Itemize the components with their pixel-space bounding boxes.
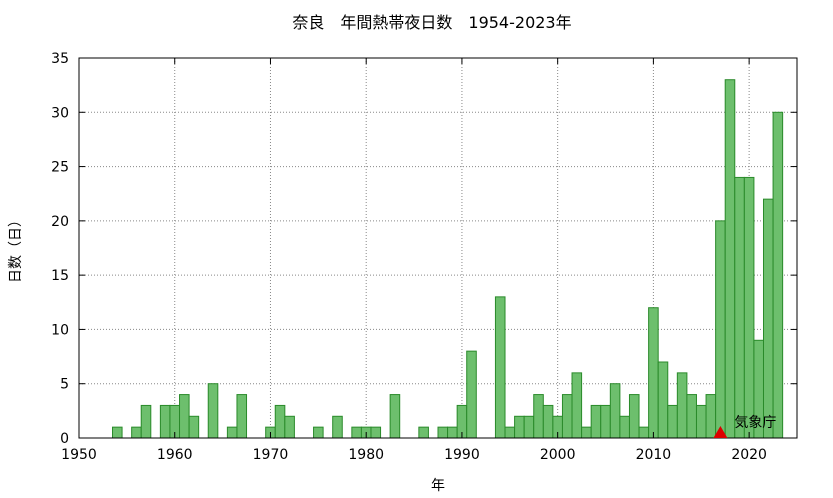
bar-2012 [667, 404, 678, 439]
y-tick-label: 10 [51, 322, 69, 338]
bar-1956 [131, 426, 142, 439]
y-ticks: 0 5 10 15 20 25 30 35 [51, 51, 797, 447]
bar-2011 [657, 361, 669, 439]
grid [79, 58, 797, 438]
bar-2022 [762, 198, 774, 439]
y-tick-label: 15 [51, 268, 69, 284]
bar-1966 [226, 426, 238, 439]
annotation-label: 気象庁 [734, 415, 776, 431]
x-tick-label: 2010 [636, 447, 672, 463]
bar-1983 [389, 394, 401, 439]
bar-1964 [207, 383, 219, 439]
bar-1997 [523, 415, 535, 439]
bar-2001 [561, 394, 573, 439]
bar-2023 [772, 111, 784, 439]
bar-2007 [619, 415, 630, 439]
annotation-marker [713, 426, 728, 438]
bar-1995 [504, 426, 516, 439]
bar-1981 [370, 426, 382, 439]
plot-frame [78, 57, 798, 439]
bars [112, 79, 784, 439]
bar-1988 [437, 426, 449, 439]
x-ticks: 1950 1960 1970 1980 1990 2000 2010 2020 [61, 58, 767, 463]
chart-title: 奈良 年間熱帯夜日数 1954-2023年 [292, 13, 571, 32]
y-tick-label: 30 [51, 105, 69, 121]
x-tick-label: 1950 [61, 447, 97, 463]
bar-1954 [112, 426, 123, 439]
x-tick-label: 1970 [253, 447, 289, 463]
bar-1961 [179, 394, 190, 439]
y-tick-label: 25 [51, 160, 69, 176]
bar-1959 [159, 404, 171, 439]
bar-2020 [743, 176, 755, 439]
bar-1994 [494, 296, 506, 439]
bar-1975 [313, 426, 324, 439]
x-tick-label: 1990 [444, 447, 480, 463]
bar-2016 [705, 394, 717, 439]
x-tick-label: 2020 [731, 447, 767, 463]
bar-2002 [571, 372, 583, 439]
bar-1986 [418, 426, 429, 439]
bar-1979 [351, 426, 362, 439]
bar-2017 [715, 220, 726, 439]
bar-1962 [188, 415, 200, 439]
bar-2019 [734, 176, 745, 439]
x-tick-label: 1960 [157, 447, 193, 463]
bar-2008 [628, 394, 640, 439]
bar-1991 [466, 350, 477, 439]
bar-1957 [140, 404, 152, 439]
bar-1998 [533, 394, 544, 439]
bar-2004 [590, 404, 602, 439]
bar-2013 [676, 372, 688, 439]
y-tick-label: 35 [51, 51, 69, 67]
bar-2005 [600, 404, 611, 439]
bar-1972 [284, 415, 295, 439]
y-tick-label: 20 [51, 214, 69, 230]
bar-1996 [514, 415, 525, 439]
bar-1977 [332, 415, 343, 439]
bar-1971 [274, 404, 286, 439]
bar-2010 [648, 307, 659, 439]
bar-2014 [686, 394, 697, 439]
x-axis-label: 年 [431, 478, 445, 494]
bar-2006 [609, 383, 621, 439]
y-tick-label: 5 [60, 377, 69, 393]
x-tick-label: 2000 [540, 447, 576, 463]
bar-1999 [542, 404, 554, 439]
bar-1989 [447, 426, 458, 439]
y-tick-label: 0 [60, 431, 69, 447]
annotation: 気象庁 [713, 415, 776, 438]
x-tick-label: 1980 [348, 447, 384, 463]
bar-2018 [724, 79, 736, 439]
bar-2009 [638, 426, 650, 439]
bar-2003 [581, 426, 592, 439]
y-axis-label: 日数（日） [8, 213, 24, 283]
bar-2015 [695, 404, 707, 439]
bar-1967 [236, 394, 248, 439]
